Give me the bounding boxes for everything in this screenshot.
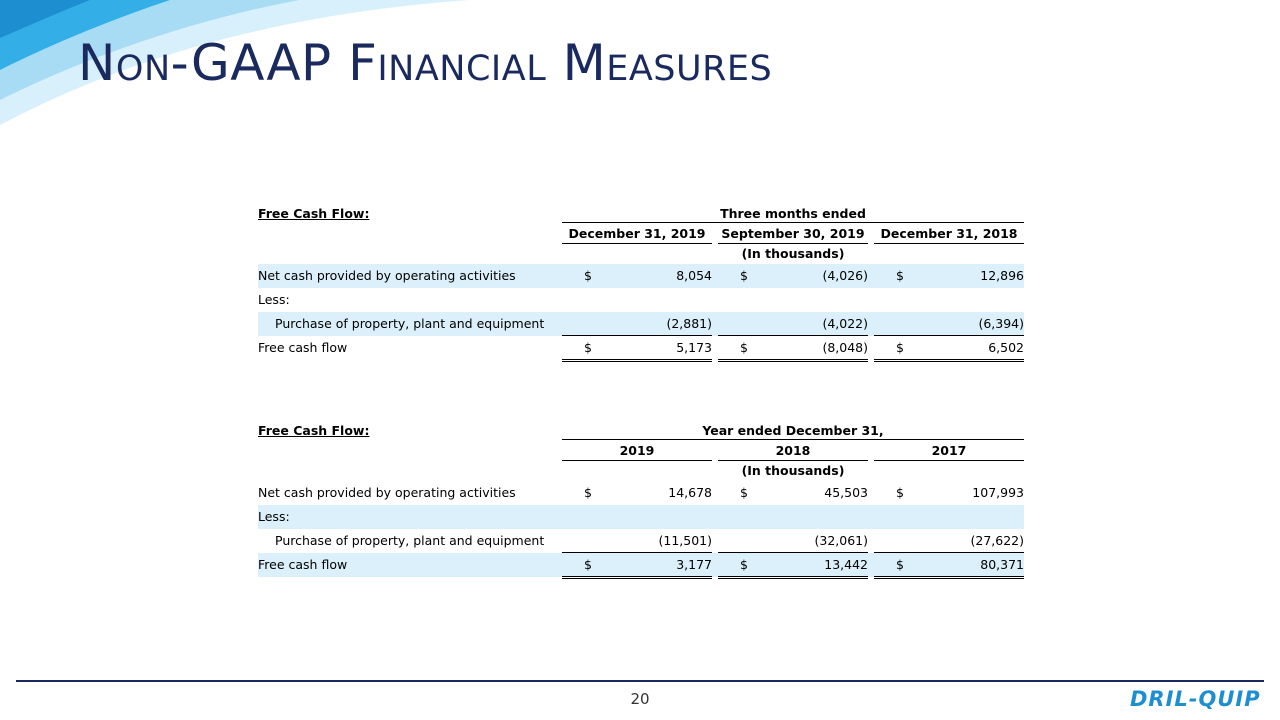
cell-value: (8,048)	[822, 340, 868, 355]
units: (In thousands)	[741, 246, 845, 261]
row-label: Free cash flow	[258, 340, 348, 355]
row-shade	[258, 312, 1024, 336]
cell-value: (11,501)	[658, 533, 713, 548]
cell-value: (2,881)	[666, 316, 712, 331]
currency-sign: $	[584, 268, 592, 283]
currency-sign: $	[740, 268, 748, 283]
column-header: December 31, 2019	[562, 224, 712, 244]
cell-rule	[718, 312, 868, 336]
cell-value: (32,061)	[814, 533, 869, 548]
row-shade	[258, 505, 1024, 529]
currency-sign: $	[584, 485, 592, 500]
title: Non-GAAP Financial Measures	[78, 34, 773, 92]
cell-rule	[562, 529, 712, 553]
cell-value: (27,622)	[970, 533, 1025, 548]
cell-rule	[562, 553, 712, 579]
currency-sign: $	[584, 340, 592, 355]
column-header: 2019	[562, 441, 712, 461]
cell-rule	[718, 553, 868, 579]
cell-value: 6,502	[988, 340, 1024, 355]
cell-value: 80,371	[980, 557, 1024, 572]
table-label: Free Cash Flow:	[258, 206, 370, 221]
cell-rule	[874, 553, 1024, 579]
period: Year ended December 31,	[562, 421, 1024, 440]
cell-value: 107,993	[972, 485, 1024, 500]
currency-sign: $	[584, 557, 592, 572]
row-label: Purchase of property, plant and equipmen…	[275, 533, 545, 548]
row-label: Less:	[258, 292, 290, 307]
cell-value: (4,026)	[822, 268, 868, 283]
cell-value: 14,678	[668, 485, 712, 500]
currency-sign: $	[896, 485, 904, 500]
column-header: December 31, 2018	[874, 224, 1024, 244]
row-label: Net cash provided by operating activitie…	[258, 268, 516, 283]
currency-sign: $	[896, 557, 904, 572]
cell-value: 5,173	[676, 340, 712, 355]
row-shade	[258, 264, 1024, 288]
cell-rule	[874, 312, 1024, 336]
currency-sign: $	[740, 485, 748, 500]
row-label: Free cash flow	[258, 557, 348, 572]
row-label: Net cash provided by operating activitie…	[258, 485, 516, 500]
row-label: Less:	[258, 509, 290, 524]
cell-value: 45,503	[824, 485, 868, 500]
table-label: Free Cash Flow:	[258, 423, 370, 438]
cell-value: (6,394)	[978, 316, 1024, 331]
column-header: September 30, 2019	[718, 224, 868, 244]
cell-value: 13,442	[824, 557, 868, 572]
period: Three months ended	[562, 204, 1024, 223]
column-header: 2018	[718, 441, 868, 461]
cell-rule	[562, 312, 712, 336]
cell-value: 3,177	[676, 557, 712, 572]
currency-sign: $	[740, 340, 748, 355]
cell-rule	[874, 336, 1024, 362]
cell-rule	[874, 529, 1024, 553]
currency-sign: $	[896, 340, 904, 355]
page-number: 20	[630, 690, 650, 708]
currency-sign: $	[896, 268, 904, 283]
footer-rule	[16, 680, 1264, 682]
cell-value: 8,054	[676, 268, 712, 283]
cell-rule	[718, 336, 868, 362]
cell-value: (4,022)	[822, 316, 868, 331]
row-label: Purchase of property, plant and equipmen…	[275, 316, 545, 331]
cell-value: 12,896	[980, 268, 1024, 283]
currency-sign: $	[740, 557, 748, 572]
units: (In thousands)	[741, 463, 845, 478]
decoration	[0, 0, 470, 125]
column-header: 2017	[874, 441, 1024, 461]
cell-rule	[562, 336, 712, 362]
cell-rule	[718, 529, 868, 553]
logo: DRIL-QUIP	[1130, 687, 1261, 711]
row-shade	[258, 553, 1024, 577]
